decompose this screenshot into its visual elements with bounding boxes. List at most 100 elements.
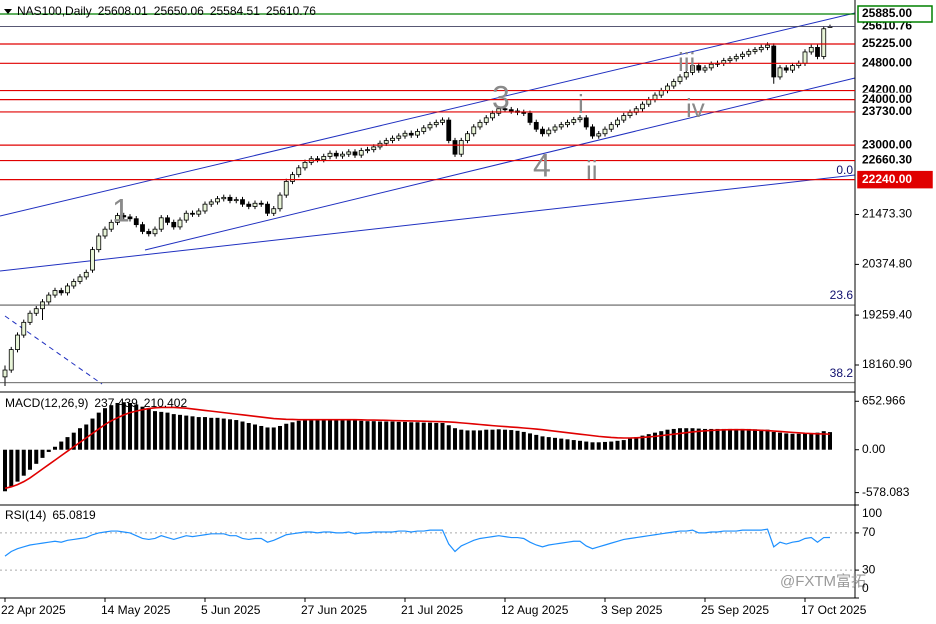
macd-bar: [346, 420, 351, 450]
macd-bar: [309, 419, 314, 450]
header-text: 25584.51: [210, 4, 260, 18]
candle-body: [165, 217, 170, 223]
candle-body: [290, 174, 295, 182]
candle-body: [171, 221, 177, 228]
y-tick-label: 19259.40: [862, 307, 912, 321]
macd-bar: [165, 412, 170, 450]
trendlines: [0, 12, 856, 385]
macd-bar: [278, 425, 282, 450]
candle-body: [765, 44, 770, 48]
macd-bar: [215, 417, 220, 450]
candle-body: [27, 312, 33, 323]
macd-bar: [365, 421, 370, 450]
macd-bar: [378, 421, 382, 450]
candle-body: [758, 46, 764, 51]
y-tick-label: 21473.30: [862, 207, 912, 221]
macd-bar: [40, 449, 45, 458]
macd-bar: [253, 424, 257, 450]
candle-body: [77, 276, 83, 282]
candle-body: [533, 121, 539, 130]
macd-bar: [578, 440, 582, 450]
candle-body: [752, 49, 758, 52]
candle-body: [590, 126, 595, 137]
candle-body: [415, 131, 420, 136]
macd-bar: [415, 422, 420, 450]
macd-bar: [384, 421, 389, 450]
candle-body: [652, 94, 658, 101]
x-tick-label: 3 Sep 2025: [601, 603, 663, 617]
candle-body: [446, 119, 452, 141]
macd-bar: [271, 427, 276, 450]
macd-bar: [628, 438, 632, 450]
candle-body: [283, 181, 289, 196]
fib-label: 0.0: [836, 163, 853, 177]
candle-body: [215, 198, 220, 203]
header-text: 65.0819: [52, 508, 96, 522]
level-label: 25885.00: [862, 6, 912, 20]
level-label: 22240.00: [862, 172, 912, 186]
x-tick-label: 27 Jun 2025: [301, 603, 367, 617]
candle-body: [240, 199, 245, 205]
macd-bar: [140, 406, 145, 450]
macd-bar: [740, 428, 745, 450]
candle-body: [421, 127, 427, 132]
candle-body: [352, 151, 358, 156]
x-tick-label: 25 Sep 2025: [701, 603, 769, 617]
candle-body: [346, 151, 352, 155]
candle-body: [146, 231, 152, 235]
x-tick-label: 22 Apr 2025: [1, 603, 66, 617]
header-text: 25650.06: [154, 4, 204, 18]
y-tick-label: 100: [862, 506, 882, 520]
macd-bar: [121, 402, 126, 450]
candle-body: [208, 201, 214, 205]
macd-bar: [703, 428, 707, 450]
candle-body: [583, 117, 589, 128]
macd-bar: [178, 414, 182, 450]
macd-bar: [371, 421, 376, 450]
level-label-box: [857, 5, 933, 23]
macd-bar: [778, 432, 782, 450]
macd-bar: [771, 431, 776, 450]
wave-label: iv: [686, 93, 705, 123]
fib-base: [4, 315, 103, 385]
macd-bar: [559, 438, 564, 450]
candle-body: [52, 290, 58, 296]
macd-bar: [728, 428, 732, 450]
candle-body: [152, 228, 158, 235]
candle-body: [71, 281, 77, 287]
level-label: 24800.00: [862, 55, 912, 69]
macd-bar: [103, 408, 107, 450]
macd-bar: [3, 449, 7, 492]
macd-bar: [340, 420, 345, 450]
candle-body: [58, 290, 64, 294]
macd-bar: [171, 414, 176, 450]
macd-bar: [484, 429, 489, 450]
candle-body: [8, 349, 14, 371]
macd-bar: [746, 428, 751, 450]
y-tick-label: 18160.90: [862, 357, 912, 371]
candle-body: [483, 117, 489, 123]
level-label-box: [858, 138, 932, 153]
macd-bar: [515, 430, 520, 450]
candle-body: [408, 132, 414, 136]
wave-label: ii: [586, 155, 598, 185]
candle-body: [452, 140, 458, 155]
candle-body: [640, 103, 645, 110]
macd-bar: [78, 428, 82, 450]
level-label: 22660.30: [862, 153, 912, 167]
macd-bar: [184, 415, 189, 450]
macd-bar: [790, 433, 795, 450]
candle-body: [190, 212, 195, 215]
y-tick-label: 30: [862, 562, 876, 576]
wave-label: iii: [678, 47, 695, 77]
macd-bar: [109, 405, 114, 450]
candle-body: [315, 158, 320, 161]
header-text: MACD(12,26,9): [5, 396, 88, 410]
candle-body: [90, 249, 95, 271]
header-text: 25610.76: [266, 4, 316, 18]
candle-body: [358, 150, 364, 156]
macd-bar: [715, 428, 720, 450]
macd-bar: [34, 449, 39, 464]
macd-bar: [765, 429, 770, 450]
